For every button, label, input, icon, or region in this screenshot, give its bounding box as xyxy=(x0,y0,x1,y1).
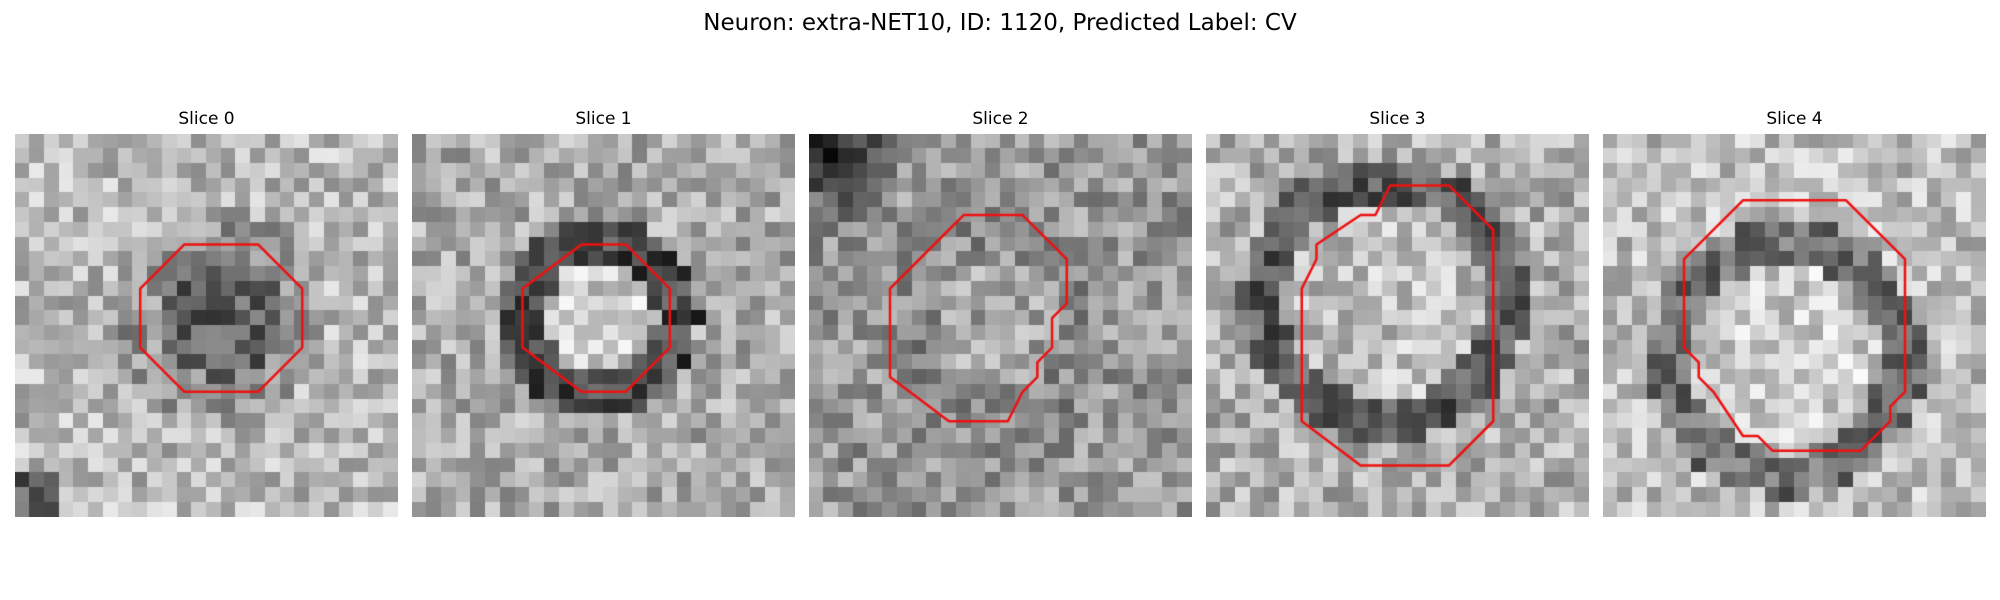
slice-title-2: Slice 2 xyxy=(972,109,1029,129)
slice-image-0 xyxy=(15,134,398,517)
figure-title: Neuron: extra-NET10, ID: 1120, Predicted… xyxy=(703,10,1297,36)
slice-image-4 xyxy=(1603,134,1986,517)
slice-title-4: Slice 4 xyxy=(1766,109,1823,129)
slice-title-1: Slice 1 xyxy=(575,109,632,129)
slice-image-1 xyxy=(412,134,795,517)
slice-image-3 xyxy=(1206,134,1589,517)
slice-title-0: Slice 0 xyxy=(178,109,235,129)
slice-title-3: Slice 3 xyxy=(1369,109,1426,129)
slice-image-2 xyxy=(809,134,1192,517)
